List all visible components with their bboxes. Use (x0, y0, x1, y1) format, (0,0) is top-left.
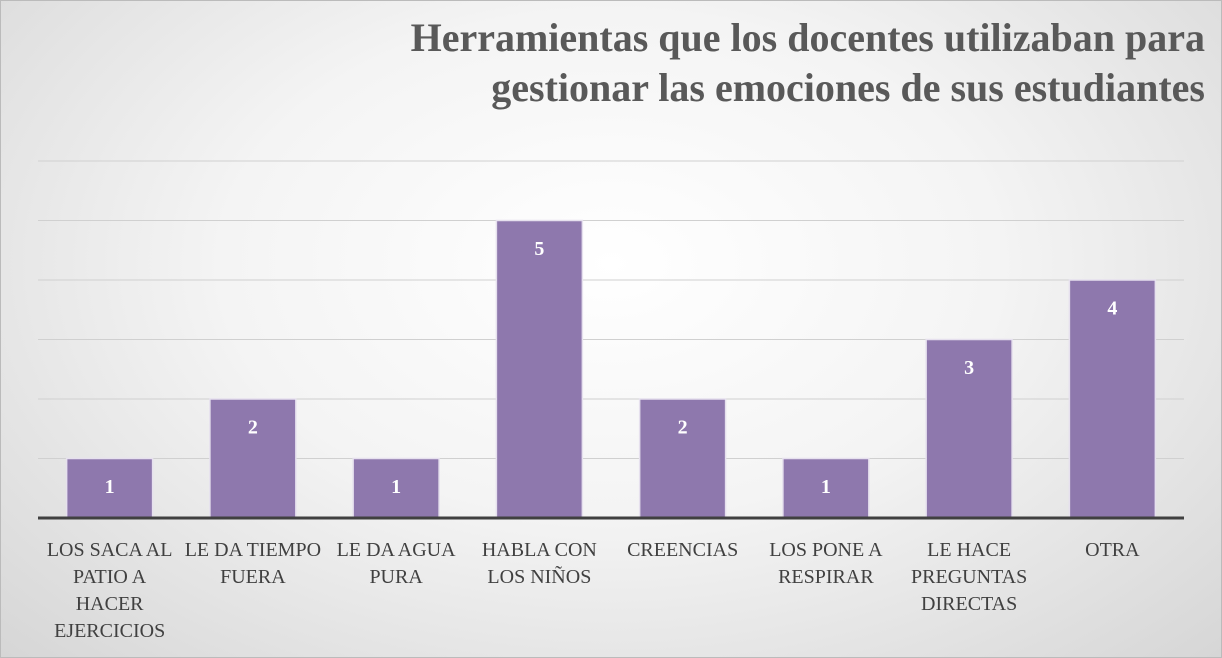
x-tick-label: LE DA TIEMPO FUERA (184, 539, 322, 588)
bar (65, 457, 154, 519)
x-tick-label: LE HACE PREGUNTAS DIRECTAS (911, 539, 1028, 615)
data-label: 1 (391, 476, 401, 498)
bar (782, 457, 870, 519)
x-tick-label: LOS SACA AL PATIO A HACER EJERCICIOS (46, 539, 173, 642)
data-label: 2 (678, 417, 688, 439)
x-tick-label: LE DA AGUA PURA (336, 539, 456, 588)
data-label: 4 (1107, 298, 1117, 320)
chart-title: Herramientas que los docentes utilizaban… (410, 15, 1205, 110)
x-tick-label: LOS PONE A RESPIRAR (769, 539, 883, 588)
bar (925, 338, 1013, 519)
x-tick-label: OTRA (1085, 539, 1140, 561)
bar (1068, 279, 1157, 519)
data-label: 1 (821, 476, 831, 498)
data-label: 2 (248, 417, 258, 439)
data-label: 5 (534, 238, 544, 260)
data-label: 3 (964, 357, 974, 379)
data-label: 1 (105, 476, 115, 498)
x-tick-label: CREENCIAS (627, 539, 739, 561)
bar (495, 219, 584, 519)
x-tick-label: HABLA CON LOS NIÑOS (481, 539, 597, 588)
bar (352, 457, 440, 519)
bar (638, 398, 727, 519)
